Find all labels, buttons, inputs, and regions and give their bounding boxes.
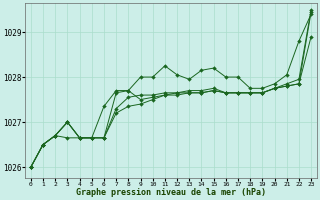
X-axis label: Graphe pression niveau de la mer (hPa): Graphe pression niveau de la mer (hPa) xyxy=(76,188,266,197)
